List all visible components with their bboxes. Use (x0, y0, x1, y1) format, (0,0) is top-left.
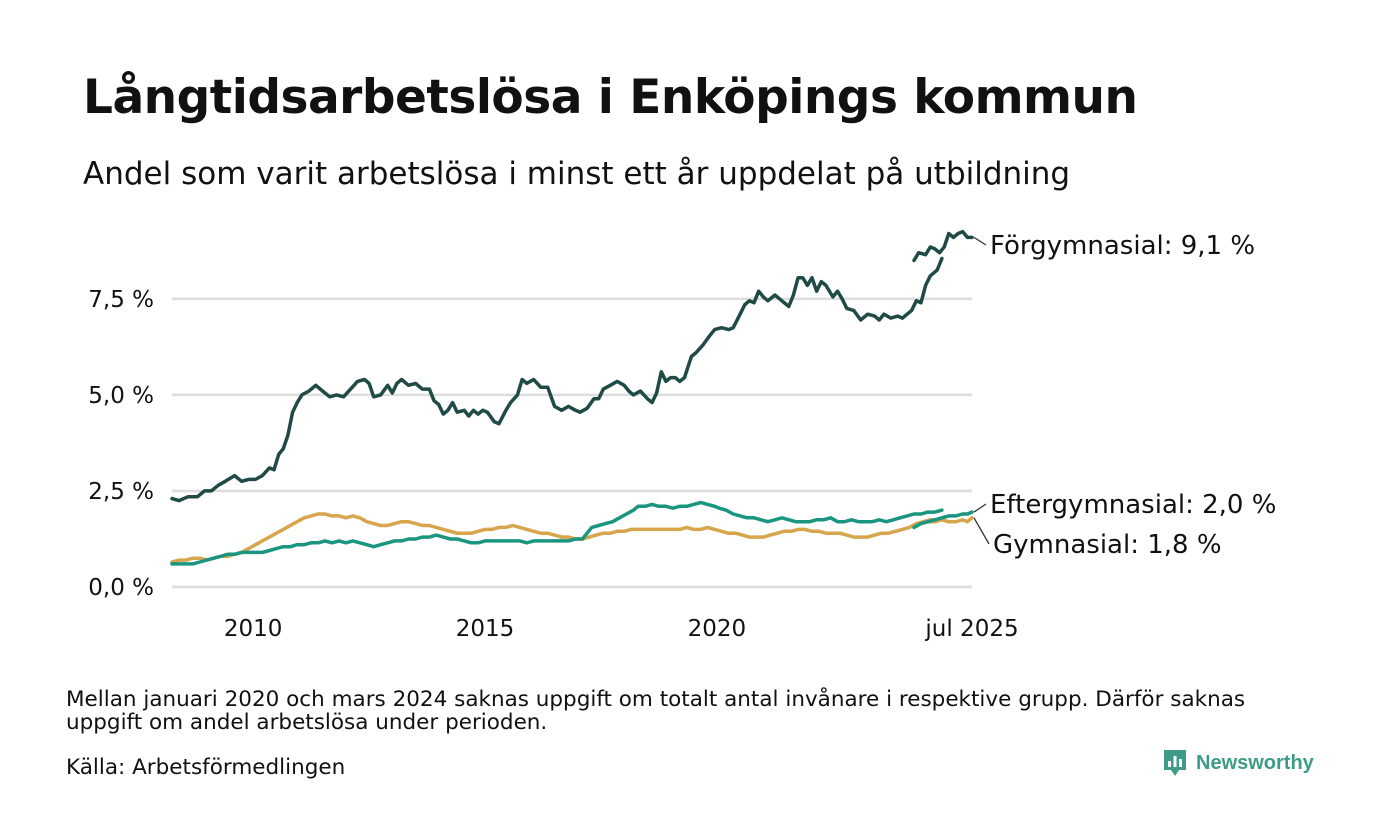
y-tick-label: 7,5 % (88, 287, 154, 313)
series-line-gymnasial (170, 512, 944, 564)
grid-lines (172, 297, 972, 589)
end-label-forgymnasial: Förgymnasial: 9,1 % (990, 231, 1255, 261)
brand[interactable]: Newsworthy (1162, 748, 1314, 778)
series-line-eftergymnasial (912, 510, 974, 530)
chart-subtitle: Andel som varit arbetslösa i minst ett å… (83, 156, 1071, 192)
leader-line-eftergymnasial (973, 503, 987, 513)
leader-line-forgymnasial (973, 236, 987, 246)
x-tick-label: 2010 (224, 616, 283, 642)
series-line-eftergymnasial (170, 500, 944, 566)
end-label-eftergymnasial: Eftergymnasial: 2,0 % (990, 490, 1276, 520)
y-tick-label: 2,5 % (88, 479, 154, 505)
series-lines (170, 229, 974, 566)
y-axis-ticks: 0,0 % 2,5 % 5,0 % 7,5 % (88, 287, 154, 601)
series-line-forgymnasial (170, 256, 944, 503)
y-tick-label: 0,0 % (88, 575, 154, 601)
footnote: Mellan januari 2020 och mars 2024 saknas… (66, 687, 1246, 735)
line-chart: 0,0 % 2,5 % 5,0 % 7,5 % 2010 2015 2020 jul 202… (88, 229, 1276, 642)
newsworthy-logo-icon (1164, 750, 1186, 776)
x-tick-label: 2020 (688, 616, 747, 642)
source-text: Källa: Arbetsförmedlingen (66, 755, 346, 780)
end-label-gymnasial: Gymnasial: 1,8 % (993, 530, 1222, 560)
x-tick-label: 2015 (456, 616, 515, 642)
chart-title: Långtidsarbetslösa i Enköpings kommun (83, 70, 1138, 125)
series-line-forgymnasial (912, 229, 974, 263)
end-labels: Förgymnasial: 9,1 % Eftergymnasial: 2,0 %… (973, 231, 1276, 560)
x-axis-ticks: 2010 2015 2020 jul 2025 (224, 616, 1019, 642)
x-tick-label: jul 2025 (924, 616, 1018, 642)
y-tick-label: 5,0 % (88, 383, 154, 409)
leader-line-gymnasial (973, 517, 990, 545)
brand-name: Newsworthy (1196, 751, 1314, 774)
